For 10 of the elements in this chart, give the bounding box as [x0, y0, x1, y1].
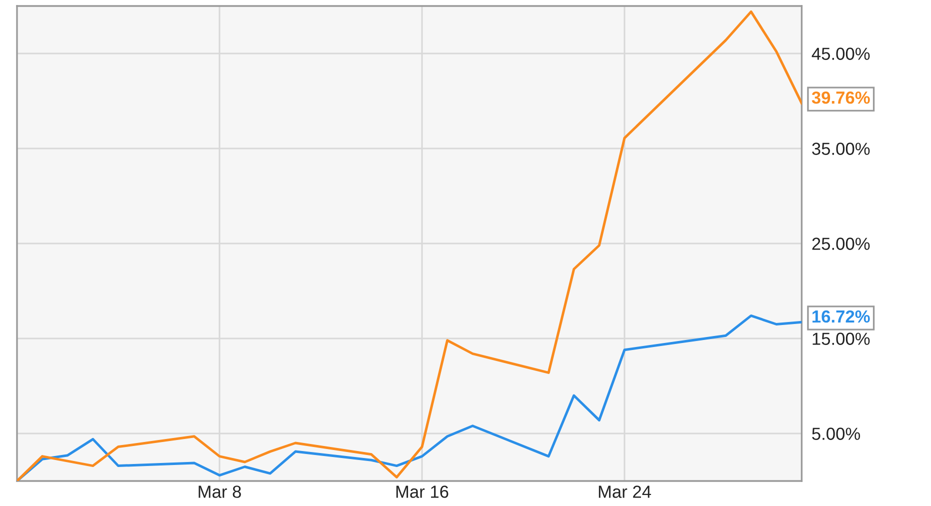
- y-tick-label: 25.00%: [812, 238, 870, 250]
- y-tick-label: 35.00%: [812, 142, 870, 155]
- y-tick-label: 15.00%: [812, 332, 870, 345]
- x-tick-label: Mar 8: [198, 486, 241, 498]
- data-label: 16.72%: [812, 310, 870, 323]
- y-tick-label: 5.00%: [812, 428, 860, 440]
- x-tick-label: Mar 24: [598, 486, 652, 498]
- y-tick-label: 45.00%: [812, 48, 870, 60]
- x-tick-label: Mar 16: [396, 486, 448, 498]
- data-label: 39.76%: [812, 91, 870, 104]
